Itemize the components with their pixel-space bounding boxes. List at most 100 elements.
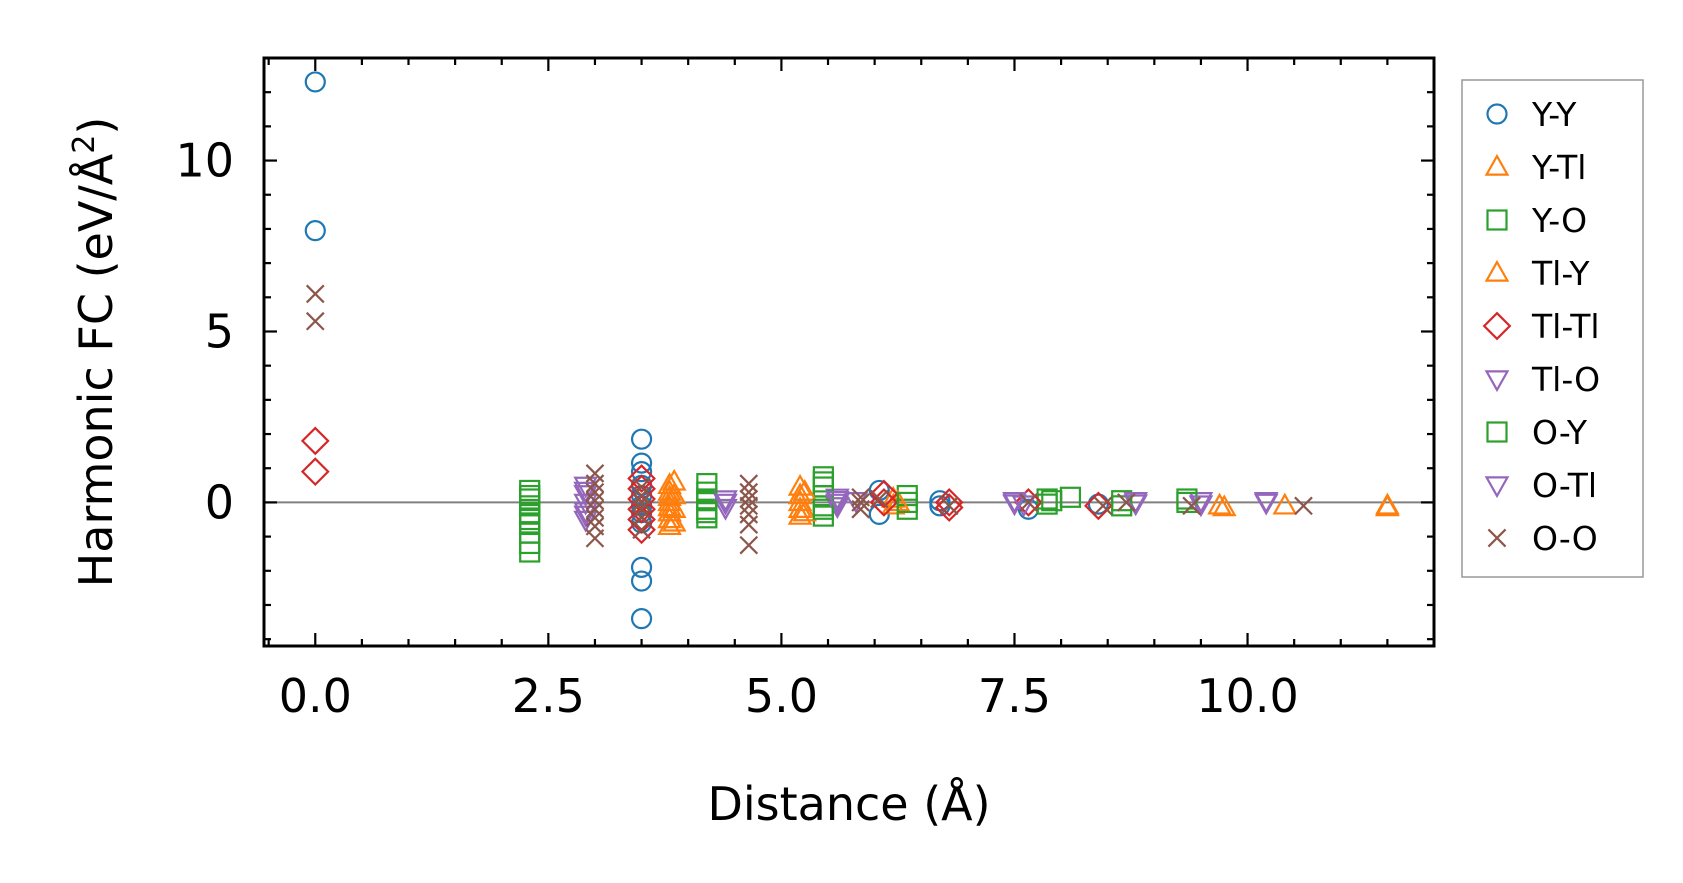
data-point: [1036, 493, 1058, 515]
data-point: [869, 488, 899, 517]
data-point: [304, 71, 326, 93]
y-tick-label: 0: [205, 475, 234, 529]
data-point: [585, 491, 605, 511]
x-tick-label: 0.0: [279, 669, 352, 723]
legend-entry-Y-O: Y-O: [1486, 201, 1587, 240]
legend-entry-Y-Y: Y-Y: [1486, 95, 1577, 134]
legend-label: Tl-Tl: [1531, 307, 1600, 346]
data-point: [657, 513, 682, 536]
legend-label: Tl-Y: [1531, 254, 1590, 293]
data-point: [1207, 492, 1232, 515]
data-point: [519, 484, 541, 507]
data-point: [825, 490, 850, 513]
data-point: [661, 482, 687, 505]
data-point: [585, 474, 605, 493]
data-point: [661, 468, 687, 491]
data-point: [739, 535, 759, 555]
x-tick-label: 5.0: [745, 669, 818, 723]
data-point: [1019, 493, 1038, 512]
data-point: [519, 508, 541, 531]
data-point: [300, 457, 330, 487]
data-point: [787, 502, 813, 525]
data-point: [1188, 495, 1214, 518]
data-point: [305, 284, 325, 304]
data-point: [812, 471, 834, 493]
data-point: [630, 556, 653, 578]
data-point: [1041, 490, 1063, 512]
data-points: [300, 71, 1400, 630]
data-point: [585, 482, 605, 502]
tick-labels: 0.0 2.5 5.0 7.5 10.0 0 5 10: [175, 134, 1298, 723]
data-point: [812, 498, 834, 520]
legend-label: Y-Tl: [1531, 148, 1586, 187]
data-point: [869, 479, 899, 509]
data-point: [739, 474, 759, 493]
data-point: [1294, 496, 1313, 516]
data-point: [713, 493, 738, 516]
series-Tl-Tl: [300, 426, 1113, 545]
legend-marker: [1484, 370, 1510, 393]
legend-entry-Y-Tl: Y-Tl: [1484, 148, 1586, 187]
data-point: [585, 508, 605, 528]
legend: Y-Y Y-Tl Y-O Tl-Y Tl-Tl Tl-O O-Y O-Tl O-O: [1461, 79, 1644, 578]
data-point: [739, 482, 759, 502]
legend-label: Y-O: [1531, 201, 1587, 240]
legend-entry-O-Y: O-Y: [1486, 413, 1588, 452]
legend-marker: [1486, 209, 1508, 231]
y-tick-label: 10: [175, 134, 234, 188]
data-point: [661, 496, 687, 518]
data-point: [632, 520, 651, 540]
data-point: [630, 461, 653, 483]
legend-marker: [1487, 528, 1507, 548]
legend-label: O-O: [1532, 519, 1598, 558]
data-point: [896, 491, 918, 514]
data-point: [934, 493, 964, 522]
data-point: [519, 541, 541, 563]
legend-label: O-Tl: [1532, 466, 1597, 505]
data-point: [851, 499, 870, 519]
x-axis-label: Distance (Å): [707, 777, 990, 831]
data-point: [585, 499, 605, 519]
plot-frame: [262, 56, 1436, 648]
data-point: [300, 426, 330, 456]
data-point: [1002, 494, 1027, 517]
data-point: [792, 499, 818, 522]
x-tick-label: 7.5: [978, 669, 1051, 723]
data-point: [1117, 493, 1136, 512]
data-point: [869, 489, 889, 509]
x-tick-label: 10.0: [1196, 669, 1298, 723]
legend-marker: [1486, 103, 1508, 125]
legend-entry-Tl-O: Tl-O: [1484, 360, 1600, 399]
data-point: [739, 489, 759, 509]
y-axis-label-main: Harmonic FC (eV/Å: [69, 153, 123, 587]
legend-marker: [1484, 153, 1510, 176]
legend-entry-Tl-Y: Tl-Y: [1484, 254, 1590, 293]
series-O-O: [305, 284, 1313, 555]
data-point: [696, 502, 718, 524]
data-point: [1211, 494, 1237, 517]
data-point: [630, 570, 653, 592]
data-point: [1002, 492, 1027, 514]
data-point: [305, 311, 325, 331]
data-point: [630, 452, 653, 474]
data-point: [713, 498, 738, 521]
data-point: [627, 494, 656, 524]
legend-marker: [1482, 311, 1512, 341]
y-axis-label-superscript: 2: [67, 135, 102, 154]
data-point: [739, 496, 759, 516]
legend-marker: [1486, 421, 1508, 443]
data-point: [632, 493, 651, 512]
data-point: [627, 464, 656, 493]
data-point: [939, 496, 959, 516]
legend-label: Tl-O: [1531, 360, 1600, 399]
y-axis-label: Harmonic FC (eV/Å2): [67, 117, 123, 588]
data-point: [630, 428, 653, 450]
data-point: [630, 608, 653, 630]
data-point: [632, 499, 651, 519]
data-point: [1253, 493, 1279, 516]
data-point: [661, 509, 687, 532]
data-point: [1093, 496, 1113, 516]
series-O-Tl: [573, 481, 1279, 528]
